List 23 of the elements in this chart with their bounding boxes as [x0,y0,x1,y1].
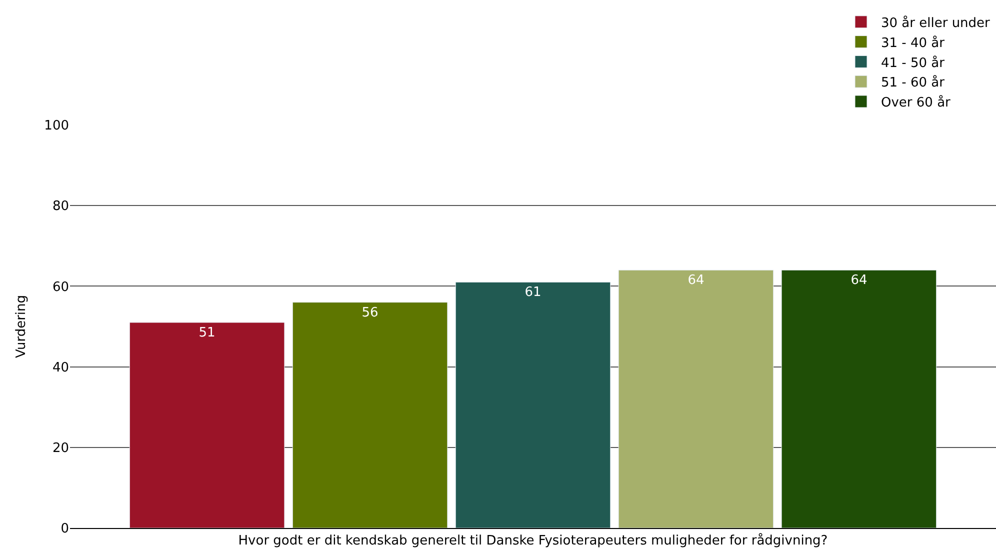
data-label: 51 [198,325,216,340]
legend-label: 31 - 40 år [881,34,946,51]
legend-label: 41 - 50 år [881,54,946,71]
bar [455,282,611,528]
bar [781,270,937,528]
legend-label: Over 60 år [881,94,952,111]
data-label: 64 [688,273,704,288]
y-tick-label: 20 [52,440,69,456]
y-tick-label: 0 [60,522,69,537]
y-tick-label: 40 [52,360,69,376]
y-tick-label: 80 [52,199,69,214]
legend-label: 51 - 60 år [881,74,946,91]
bar [292,302,448,528]
data-label: 64 [850,273,868,288]
y-tick-label: 60 [52,280,69,295]
x-tick-label: Hvor godt er dit kendskab generelt til Danske Fysioterapeuters muligheder for rådgivning? [238,532,828,549]
y-axis-title: Vurdering [14,294,30,358]
bar [129,322,285,528]
data-label: 61 [524,285,542,300]
legend-label: 30 år eller under [881,14,991,31]
bar [618,270,774,528]
y-tick-label: 100 [44,118,69,134]
data-label: 56 [362,305,378,320]
